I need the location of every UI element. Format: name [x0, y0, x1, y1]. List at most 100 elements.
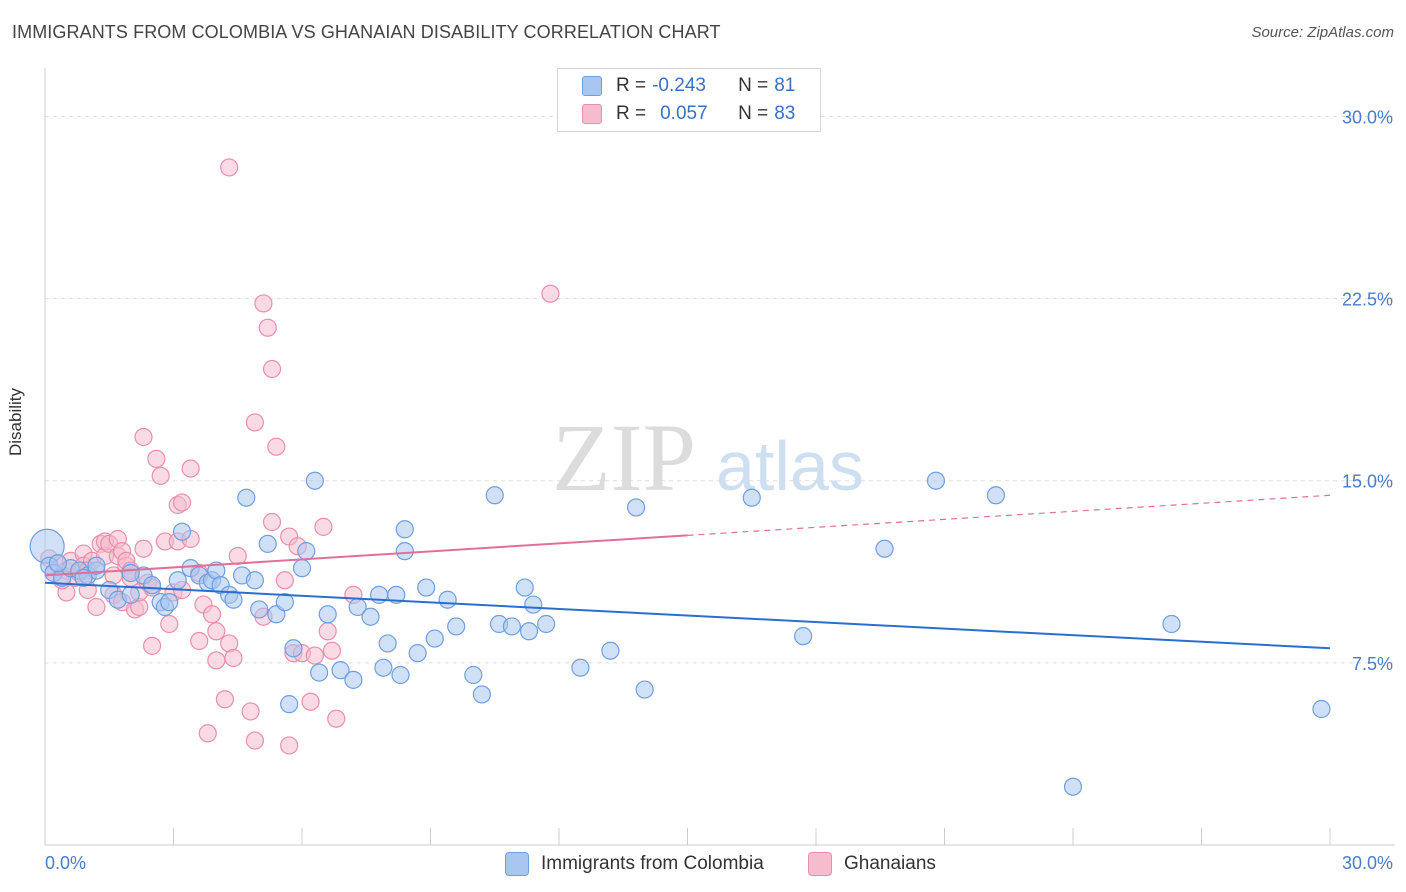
colombia-point — [601, 641, 620, 660]
colombia-point — [361, 607, 380, 626]
legend-swatch-blue — [582, 76, 602, 96]
colombia-point — [408, 644, 427, 663]
ghanaians-point — [202, 605, 222, 624]
colombia-point — [237, 488, 256, 507]
colombia-point — [571, 658, 590, 677]
colombia-point — [742, 488, 761, 507]
colombia-point — [142, 576, 162, 595]
ghanaians-point — [160, 614, 179, 634]
legend-r-value: 0.057 — [660, 103, 708, 124]
ghanaians-point — [262, 512, 282, 532]
colombia-point — [172, 522, 192, 541]
colombia-point — [280, 695, 299, 714]
ghanaians-point — [322, 641, 342, 660]
colombia-point — [121, 585, 140, 604]
colombia-point — [926, 471, 946, 490]
colombia-point — [447, 617, 466, 636]
ghanaians-point — [87, 597, 106, 617]
legend-n-value: 83 — [774, 103, 796, 124]
colombia-point — [245, 571, 264, 590]
ghanaians-point — [327, 709, 346, 728]
legend-label-colombia: Immigrants from Colombia — [541, 853, 764, 874]
colombia-point — [318, 605, 337, 624]
colombia-point — [524, 595, 543, 614]
colombia-point — [121, 563, 140, 583]
x-tick-labels: 0.0% 30.0% — [45, 853, 1393, 873]
watermark: ZIP atlas — [552, 404, 864, 511]
colombia-points — [29, 471, 1331, 796]
colombia-point — [485, 486, 504, 505]
legend-swatch-pink — [808, 852, 832, 876]
colombia-point — [472, 685, 491, 704]
y-tick-label: 7.5% — [1352, 654, 1393, 674]
legend-n-label: N = — [738, 103, 769, 124]
colombia-point — [635, 680, 654, 699]
colombia-point — [275, 593, 294, 612]
watermark-zip: ZIP — [552, 404, 696, 511]
ghanaians-point — [305, 646, 324, 665]
colombia-point — [425, 629, 444, 648]
colombia-point — [224, 590, 243, 609]
y-tick-labels: 7.5% 15.0% 22.5% 30.0% — [1342, 107, 1393, 673]
source-label: Source: ZipAtlas.com — [1251, 24, 1394, 41]
colombia-point — [1162, 614, 1181, 634]
axes — [44, 68, 1395, 846]
legend-row-colombia: R = -0.243 N = 81 — [582, 73, 795, 99]
colombia-point — [292, 559, 312, 578]
x-tick-label: 0.0% — [45, 853, 86, 873]
x-tick-label: 30.0% — [1342, 853, 1393, 873]
colombia-point — [48, 554, 67, 573]
legend-item-colombia: Immigrants from Colombia — [505, 852, 764, 876]
ghanaians-point — [207, 651, 226, 670]
ghanaians-point — [318, 622, 337, 641]
ghanaians-point — [134, 539, 153, 558]
colombia-point — [331, 661, 350, 680]
colombia-point — [284, 639, 303, 658]
ghanaians-point — [280, 736, 299, 755]
ghanaians-point — [228, 546, 247, 566]
legend-swatch-pink — [582, 104, 602, 124]
ghanaians-point — [262, 359, 282, 379]
ghanaians-point — [215, 690, 234, 709]
legend-r-label: R = — [616, 103, 647, 124]
ghanaians-point — [301, 692, 320, 711]
colombia-point — [297, 542, 316, 561]
ghanaians-point — [134, 427, 153, 447]
trend-lines — [44, 494, 1331, 650]
ghanaians-point — [245, 413, 264, 432]
colombia-point — [160, 593, 179, 612]
colombia-point — [794, 627, 813, 646]
ghanaians-point — [241, 702, 260, 721]
colombia-point — [387, 585, 406, 604]
y-tick-label: 30.0% — [1342, 107, 1393, 127]
colombia-point — [391, 665, 410, 685]
legend-row-ghanaians: R = 0.057 N = 83 — [582, 101, 795, 127]
colombia-point — [519, 622, 539, 641]
ghanaians-point — [267, 437, 286, 456]
correlation-legend: R = -0.243 N = 81 R = 0.057 N = 83 — [557, 68, 821, 132]
colombia-point — [250, 600, 269, 619]
colombia-point — [438, 590, 457, 609]
ghanaians-point — [142, 636, 162, 655]
colombia-point — [344, 670, 363, 689]
colombia-point — [875, 539, 894, 558]
ghanaians-point — [245, 731, 264, 750]
colombia-point — [515, 578, 534, 597]
colombia-point — [502, 617, 521, 636]
watermark-atlas: atlas — [716, 427, 864, 505]
colombia-point — [1312, 699, 1331, 719]
ghanaians-point — [224, 648, 243, 668]
colombia-trend-line — [44, 581, 1331, 650]
colombia-point — [1063, 777, 1083, 796]
legend-n-label: N = — [738, 75, 769, 96]
colombia-point — [374, 658, 393, 677]
ghanaians-point — [181, 459, 200, 478]
ghanaians-point — [207, 622, 226, 641]
legend-label-ghanaians: Ghanaians — [844, 853, 936, 874]
ghanaians-point — [172, 493, 192, 512]
colombia-point — [310, 663, 329, 682]
ghanaians-point — [190, 631, 209, 651]
ghanaians-point — [147, 449, 166, 468]
colombia-point — [305, 471, 324, 490]
